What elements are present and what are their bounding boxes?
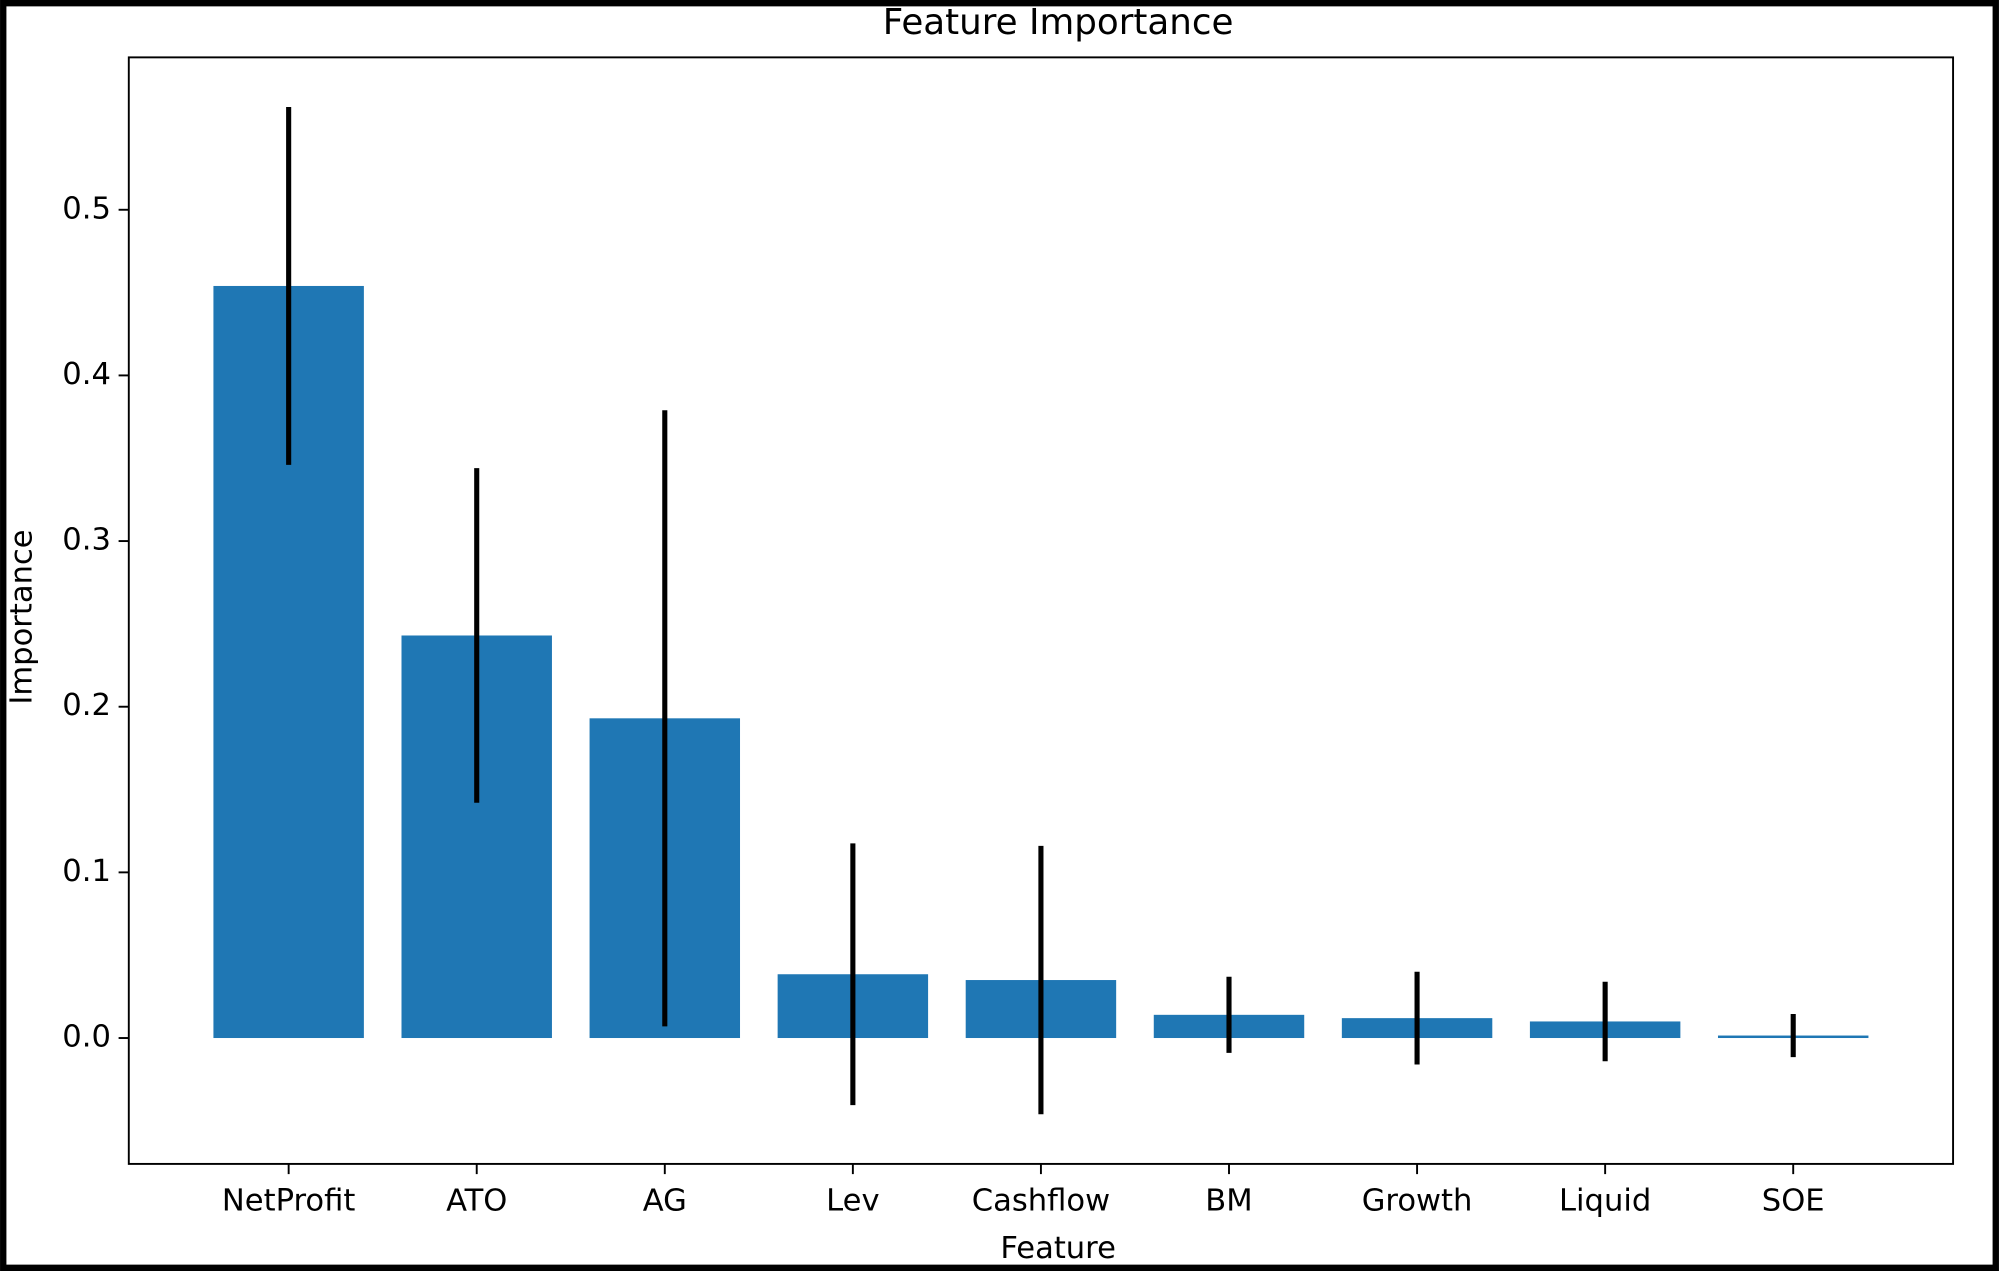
plot-area <box>127 56 1955 1165</box>
y-tick-label: 0.1 <box>62 854 111 889</box>
y-axis-label: Importance <box>4 529 39 704</box>
x-tick-label: Liquid <box>1559 1184 1651 1219</box>
y-tick-label: 0.2 <box>62 688 111 723</box>
x-tick-label: Cashflow <box>972 1184 1110 1219</box>
y-tick-label: 0.0 <box>62 1020 111 1055</box>
x-tick-label: ATO <box>446 1184 507 1219</box>
x-tick-label: SOE <box>1762 1184 1825 1219</box>
x-tick-label: AG <box>643 1184 687 1219</box>
x-axis-label: Feature <box>1000 1231 1116 1266</box>
x-tick-label: NetProfit <box>222 1184 355 1219</box>
y-tick-label: 0.4 <box>62 357 111 392</box>
chart-title: Feature Importance <box>883 2 1234 43</box>
y-tick-label: 0.5 <box>62 191 111 226</box>
x-tick-label: Growth <box>1362 1184 1473 1219</box>
y-tick-label: 0.3 <box>62 523 111 558</box>
x-tick-label: Lev <box>826 1184 879 1219</box>
x-tick-label: BM <box>1205 1184 1252 1219</box>
